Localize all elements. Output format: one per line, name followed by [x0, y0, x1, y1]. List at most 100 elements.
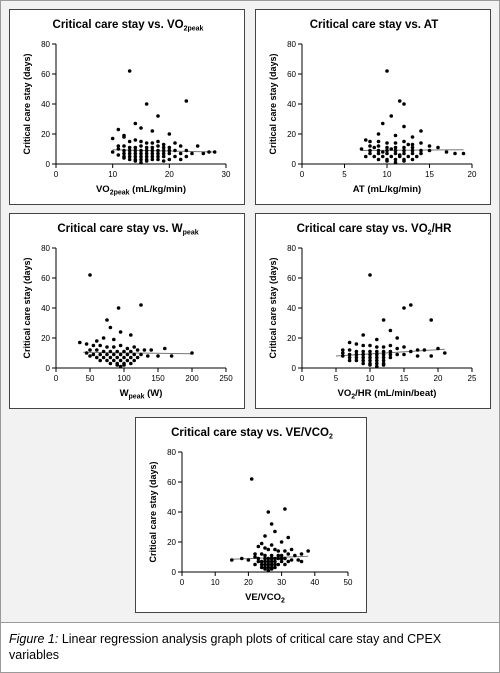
data-point: [388, 328, 393, 333]
data-point: [393, 157, 398, 162]
data-point: [167, 132, 172, 136]
x-tick-label: 20: [434, 374, 443, 383]
data-point: [190, 151, 194, 156]
data-point: [453, 151, 457, 156]
data-point: [419, 151, 423, 156]
data-point: [263, 567, 267, 571]
x-tick-label: 30: [222, 170, 231, 179]
data-point: [341, 351, 345, 355]
data-point: [144, 159, 149, 163]
y-tick-label: 40: [287, 100, 296, 109]
y-tick-label: 80: [167, 448, 176, 457]
data-point: [139, 157, 143, 162]
data-point: [173, 148, 177, 153]
y-axis-label: Critical care stay (days): [268, 53, 278, 154]
data-point: [125, 358, 130, 363]
data-point: [363, 138, 368, 142]
data-point: [276, 549, 281, 553]
data-point: [347, 352, 352, 357]
data-point: [289, 547, 294, 552]
scatter-panel-at: Critical care stay vs. AT 0 20 40 60 80 0 5 10 15…: [255, 9, 491, 205]
data-point: [118, 330, 123, 334]
data-point: [195, 144, 200, 148]
y-tick-label: 0: [172, 568, 177, 577]
data-point: [372, 145, 377, 150]
x-tick-label: 50: [86, 374, 95, 383]
data-point: [388, 355, 393, 360]
data-point: [422, 348, 427, 352]
data-point: [259, 552, 264, 556]
data-point: [239, 556, 244, 561]
x-tick-label: 40: [310, 578, 319, 587]
data-point: [375, 364, 379, 369]
data-point: [95, 339, 99, 343]
data-point: [461, 151, 466, 156]
data-point: [406, 154, 411, 159]
x-tick-label: 50: [344, 578, 353, 587]
y-tick-label: 80: [287, 40, 296, 49]
data-point: [381, 318, 386, 322]
y-tick-label: 60: [287, 70, 296, 79]
data-point: [368, 358, 372, 363]
data-point: [161, 154, 166, 159]
data-point: [139, 139, 143, 144]
x-tick-label: 15: [425, 170, 434, 179]
data-point: [299, 552, 304, 556]
data-point: [91, 343, 96, 348]
data-point: [380, 121, 385, 126]
data-point: [375, 345, 379, 349]
data-point: [444, 150, 449, 154]
data-point: [133, 148, 138, 153]
caption-lead: Figure 1:: [9, 632, 59, 646]
y-tick-label: 80: [41, 244, 50, 253]
data-point: [263, 534, 267, 538]
y-tick-label: 40: [167, 508, 176, 517]
data-point: [135, 348, 140, 352]
data-point: [269, 567, 274, 571]
data-point: [110, 136, 115, 141]
data-point: [263, 559, 267, 564]
data-point: [133, 138, 138, 142]
data-point: [156, 354, 160, 358]
x-tick-label: 25: [468, 374, 477, 383]
data-point: [161, 151, 166, 156]
data-point: [372, 154, 377, 159]
data-point: [127, 157, 132, 162]
x-tick-label: 150: [151, 374, 165, 383]
data-point: [427, 144, 432, 148]
chart-title: Critical care stay vs. VE/VCO2: [171, 427, 333, 441]
data-point: [266, 559, 271, 564]
regression-line: [83, 351, 193, 355]
data-point: [98, 358, 102, 363]
data-point: [207, 150, 211, 154]
data-point: [436, 346, 440, 351]
data-point: [161, 159, 166, 163]
data-point: [279, 553, 284, 558]
data-point: [273, 565, 277, 570]
chart-title-subscript: peak: [183, 230, 199, 237]
data-point: [116, 153, 121, 157]
data-point: [167, 157, 172, 162]
data-point: [118, 343, 123, 348]
x-axis-label: VO2peak (mL/kg/min): [96, 184, 186, 197]
data-point: [132, 358, 136, 363]
y-tick-label: 0: [46, 160, 51, 169]
data-point: [115, 355, 119, 360]
data-point: [112, 337, 116, 342]
y-axis-label: Critical care stay (days): [268, 257, 278, 358]
data-point: [150, 129, 155, 133]
data-point: [402, 148, 406, 153]
data-point: [105, 358, 109, 363]
data-point: [150, 157, 155, 162]
data-point: [135, 355, 140, 360]
y-tick-label: 0: [46, 364, 51, 373]
y-tick-label: 60: [41, 274, 50, 283]
data-point: [122, 363, 126, 367]
data-point: [118, 358, 123, 363]
data-point: [415, 348, 420, 352]
x-axis-label-subscript: 2peak: [110, 190, 130, 197]
data-point: [385, 148, 389, 153]
data-point: [273, 559, 277, 564]
